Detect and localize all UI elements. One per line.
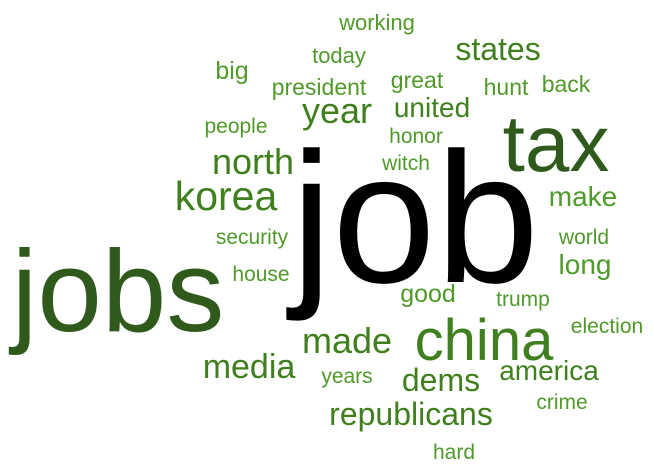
word-big: big	[215, 57, 249, 85]
word-election: election	[570, 315, 644, 338]
word-witch: witch	[382, 152, 430, 175]
word-honor: honor	[389, 125, 443, 148]
word-united: united	[393, 92, 471, 123]
word-job: job	[290, 115, 540, 322]
word-today: today	[312, 43, 366, 68]
word-years: years	[321, 365, 373, 388]
word-working: working	[339, 10, 415, 35]
word-states: states	[455, 31, 541, 67]
word-president: president	[271, 74, 367, 100]
word-great: great	[390, 67, 444, 93]
word-house: house	[232, 263, 290, 286]
word-korea: korea	[174, 173, 278, 219]
word-north: north	[211, 141, 295, 182]
word-dems: dems	[401, 362, 481, 398]
word-good: good	[400, 280, 456, 308]
word-year: year	[301, 90, 373, 131]
word-jobs: jobs	[11, 226, 225, 356]
word-made: made	[301, 320, 393, 361]
word-world: world	[558, 226, 610, 249]
word-media: media	[202, 348, 296, 386]
word-trump: trump	[496, 288, 550, 311]
word-republicans: republicans	[329, 396, 493, 432]
word-hunt: hunt	[483, 74, 529, 100]
word-crime: crime	[536, 391, 588, 414]
word-china: china	[414, 308, 554, 373]
word-people: people	[204, 115, 268, 138]
word-america: america	[499, 355, 599, 386]
word-hard: hard	[432, 441, 476, 464]
word-back: back	[541, 71, 591, 97]
word-security: security	[215, 226, 289, 249]
word-tax: tax	[502, 99, 610, 188]
word-long: long	[558, 249, 612, 280]
word-make: make	[548, 181, 618, 212]
